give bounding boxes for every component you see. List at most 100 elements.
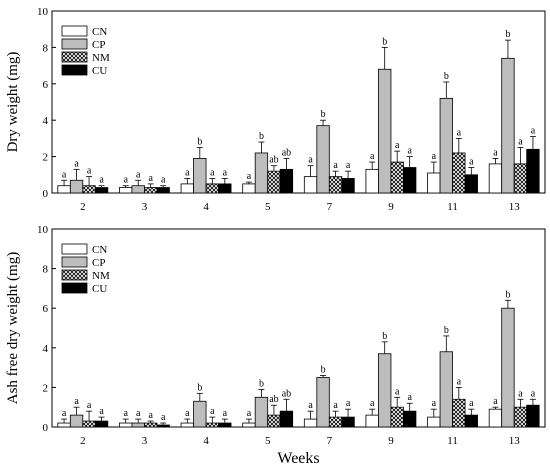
significance-label: b bbox=[259, 131, 264, 142]
x-tick-label: 4 bbox=[203, 435, 209, 447]
x-tick-label: 3 bbox=[142, 435, 148, 447]
significance-label: a bbox=[308, 400, 313, 411]
x-tick-label: 9 bbox=[388, 201, 394, 213]
significance-label: a bbox=[407, 146, 412, 157]
bar-CP-week-5 bbox=[254, 152, 269, 194]
significance-label: a bbox=[370, 151, 375, 162]
bar-CN-week-4 bbox=[180, 183, 194, 194]
bar-CN-week-5 bbox=[242, 183, 256, 194]
x-tick-label: 5 bbox=[265, 201, 271, 213]
plot-frame bbox=[51, 228, 546, 428]
bar-CN-week-3 bbox=[119, 187, 133, 194]
significance-label: a bbox=[493, 147, 498, 158]
y-tick-label: 10 bbox=[37, 224, 49, 236]
bar-CU-week-5 bbox=[279, 410, 294, 428]
significance-label: ab bbox=[282, 147, 291, 158]
significance-label: b bbox=[444, 71, 449, 82]
bar-CN-week-9 bbox=[365, 414, 379, 428]
bar-CU-week-11 bbox=[464, 174, 478, 194]
bar-CU-week-2 bbox=[94, 420, 109, 428]
bar-CU-week-13 bbox=[526, 148, 540, 194]
y-tick-label: 2 bbox=[43, 382, 49, 394]
bar-NM-week-13 bbox=[513, 406, 528, 428]
significance-label: a bbox=[370, 398, 375, 409]
bar-CP-week-3 bbox=[131, 185, 145, 194]
significance-label: b bbox=[505, 289, 510, 300]
significance-label: a bbox=[87, 166, 92, 177]
x-tick-label: 9 bbox=[388, 435, 394, 447]
x-tick-label: 7 bbox=[327, 201, 333, 213]
bar-CP-week-2 bbox=[69, 414, 84, 428]
significance-label: a bbox=[123, 408, 128, 419]
significance-label: a bbox=[469, 398, 474, 409]
significance-label: a bbox=[457, 376, 462, 387]
significance-label: a bbox=[432, 398, 437, 409]
bar-CP-week-3 bbox=[131, 422, 145, 428]
significance-label: a bbox=[123, 175, 128, 186]
significance-label: ab bbox=[269, 394, 278, 405]
bar-CP-week-13 bbox=[501, 307, 515, 428]
bar-CU-week-7 bbox=[341, 416, 355, 428]
bar-CU-week-9 bbox=[403, 410, 417, 428]
y-tick-label: 4 bbox=[43, 343, 49, 355]
y-tick-label: 2 bbox=[43, 152, 49, 164]
significance-label: a bbox=[161, 175, 166, 186]
bar-CN-week-4 bbox=[180, 422, 194, 428]
y-axis-title: Dry weight (mg) bbox=[5, 52, 21, 153]
bar-CP-week-5 bbox=[254, 396, 269, 428]
x-tick-label: 2 bbox=[80, 435, 86, 447]
significance-label: b bbox=[321, 365, 326, 376]
bar-NM-week-11 bbox=[452, 152, 466, 194]
legend-label-CN: CN bbox=[92, 26, 107, 38]
bar-NM-week-2 bbox=[82, 185, 96, 194]
bar-CP-week-13 bbox=[501, 57, 515, 194]
legend-label-CP: CP bbox=[92, 39, 105, 51]
significance-label: a bbox=[493, 396, 498, 407]
significance-label: ab bbox=[269, 155, 278, 166]
x-tick-label: 5 bbox=[265, 435, 271, 447]
bar-CP-week-2 bbox=[69, 179, 84, 194]
bar-CN-week-11 bbox=[427, 172, 441, 194]
legend-swatch-CU bbox=[61, 282, 88, 294]
bar-CU-week-13 bbox=[526, 404, 540, 428]
bar-NM-week-4 bbox=[205, 422, 219, 428]
x-tick-label: 11 bbox=[447, 201, 458, 213]
significance-label: a bbox=[518, 388, 523, 399]
bar-CN-week-5 bbox=[242, 422, 256, 428]
significance-label: a bbox=[531, 388, 536, 399]
bar-CN-week-2 bbox=[57, 422, 71, 428]
bar-CU-week-11 bbox=[464, 414, 478, 428]
significance-label: a bbox=[148, 410, 153, 421]
bar-CP-week-9 bbox=[378, 353, 392, 428]
bar-CU-week-2 bbox=[94, 187, 109, 194]
x-tick-label: 7 bbox=[327, 435, 333, 447]
significance-label: ab bbox=[282, 388, 291, 399]
significance-label: a bbox=[395, 140, 400, 151]
bar-CP-week-11 bbox=[439, 351, 453, 428]
significance-label: a bbox=[161, 412, 166, 423]
significance-label: a bbox=[531, 126, 536, 137]
bar-CU-week-3 bbox=[156, 424, 170, 428]
x-tick-label: 13 bbox=[509, 201, 521, 213]
significance-label: a bbox=[148, 173, 153, 184]
bar-CU-week-5 bbox=[279, 168, 294, 194]
significance-label: a bbox=[518, 137, 523, 148]
significance-label: a bbox=[469, 157, 474, 168]
bar-NM-week-7 bbox=[328, 176, 343, 194]
y-tick-label: 4 bbox=[43, 115, 49, 127]
significance-label: a bbox=[247, 408, 252, 419]
x-tick-label: 4 bbox=[203, 201, 209, 213]
bar-CP-week-9 bbox=[378, 68, 392, 194]
significance-label: b bbox=[197, 382, 202, 393]
legend-swatch-CU bbox=[61, 64, 88, 76]
bar-NM-week-3 bbox=[144, 422, 158, 428]
x-tick-label: 2 bbox=[80, 201, 86, 213]
significance-label: b bbox=[259, 378, 264, 389]
bar-NM-week-5 bbox=[267, 170, 281, 194]
bar-NM-week-2 bbox=[82, 420, 96, 428]
legend-swatch-NM bbox=[61, 51, 88, 63]
bar-CP-week-4 bbox=[193, 158, 207, 194]
bar-CN-week-9 bbox=[365, 168, 379, 194]
